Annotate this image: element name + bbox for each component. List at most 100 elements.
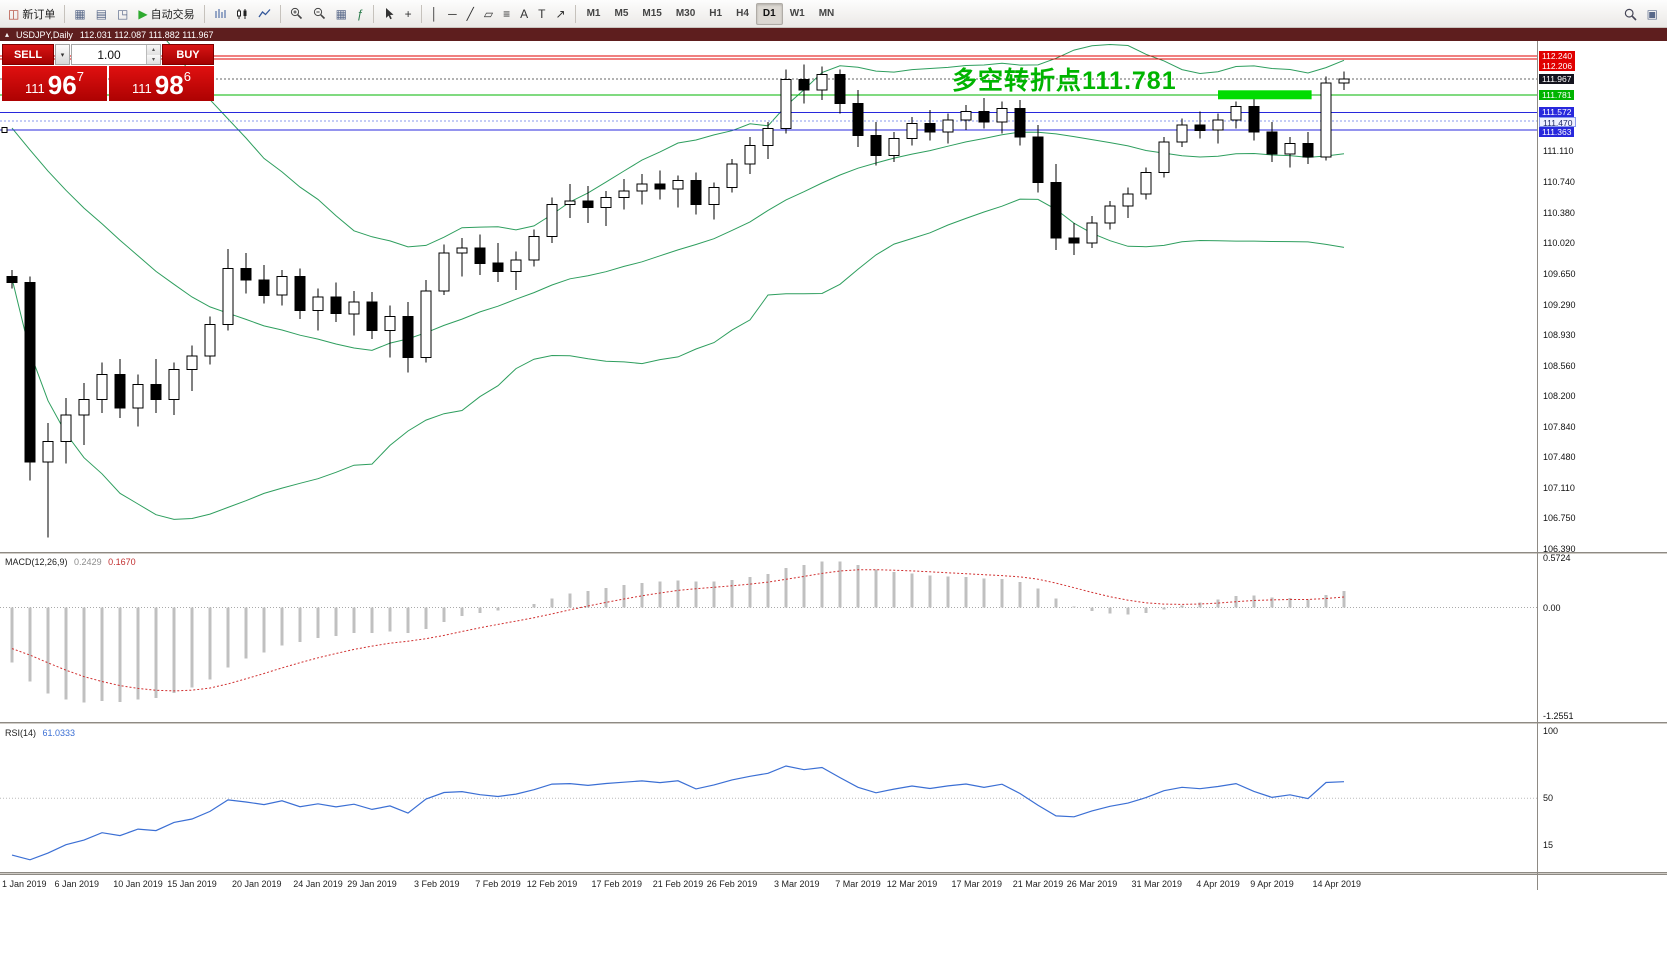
candle-down <box>834 74 846 104</box>
new-order-button[interactable]: ◫ 新订单 <box>3 2 60 26</box>
time-axis[interactable]: 1 Jan 2019 6 Jan 2019 10 Jan 2019 15 Jan 20… <box>0 874 1667 953</box>
candle-up <box>510 259 522 273</box>
candle-up <box>726 163 738 188</box>
timeframe-mn-button[interactable]: MN <box>818 8 835 19</box>
workspaces-button[interactable]: ▣ <box>1642 2 1663 26</box>
navigator-button[interactable]: ▤ <box>91 2 112 26</box>
zoom-in-icon <box>290 7 303 20</box>
charts-button[interactable]: ▦ <box>69 2 90 26</box>
date-label: 12 Mar 2019 <box>886 879 938 889</box>
panel-splitter-rsi[interactable] <box>0 722 1667 724</box>
volume-up-button[interactable]: ▴ <box>147 45 160 55</box>
date-label: 9 Apr 2019 <box>1250 879 1294 889</box>
candle-up <box>888 138 900 156</box>
indicators-button[interactable]: ƒ <box>352 2 369 26</box>
search-button[interactable] <box>1619 2 1642 26</box>
price-axis[interactable]: 112.240 112.206 111.967 111.781 111.572 111.4… <box>1538 0 1667 952</box>
candle-up <box>276 276 288 296</box>
fibonacci-button[interactable]: ≡ <box>498 2 515 26</box>
vertical-line-button[interactable]: │ <box>426 2 444 26</box>
macd-name: MACD(12,26,9) <box>5 557 68 567</box>
trendline-button[interactable]: ╱ <box>462 2 479 26</box>
rsi-indicator-panel[interactable] <box>0 724 1537 872</box>
buy-price-display[interactable]: 111 98 6 <box>109 66 214 101</box>
timeframe-m30-button[interactable]: M30 <box>675 8 696 19</box>
timeframe-m5-button[interactable]: M5 <box>614 8 629 19</box>
channel-button[interactable]: ▱ <box>479 2 498 26</box>
horizontal-line-icon: ─ <box>448 6 457 21</box>
autotrading-button[interactable]: ▶ 自动交易 <box>133 2 199 26</box>
fibonacci-icon: ≡ <box>503 6 511 21</box>
search-icon <box>1624 8 1637 21</box>
macd-indicator-panel[interactable] <box>0 554 1537 722</box>
buy-button[interactable]: BUY <box>162 44 214 65</box>
candle-down <box>258 279 270 296</box>
date-label: 29 Jan 2019 <box>347 879 397 889</box>
arrows-button[interactable]: ↗ <box>551 2 571 26</box>
timeframe-w1-button[interactable]: W1 <box>789 8 805 19</box>
channel-icon: ▱ <box>483 6 494 21</box>
candle-down <box>1248 106 1260 133</box>
arrow-icon: ↗ <box>555 6 566 21</box>
pivot-annotation-text[interactable]: 多空转折点111.781 <box>952 67 1177 95</box>
text-button[interactable]: A <box>515 2 533 26</box>
sell-button[interactable]: SELL <box>2 44 54 65</box>
sell-price-display[interactable]: 111 96 7 <box>2 66 107 101</box>
rsi-line <box>11 765 1345 861</box>
panel-splitter-bottom[interactable] <box>0 872 1667 874</box>
date-label: 21 Mar 2019 <box>1012 879 1064 889</box>
candle-down <box>870 134 882 157</box>
candle-up <box>996 107 1008 123</box>
cursor-button[interactable] <box>378 2 400 26</box>
candle-down <box>492 262 504 273</box>
toolbar-separator <box>64 4 66 23</box>
volume-dropdown-button[interactable]: ▾ <box>55 44 70 65</box>
price-scale-label: 108.930 <box>1543 329 1576 340</box>
pivot-highlight-zone[interactable] <box>1218 90 1312 100</box>
candle-down <box>1032 136 1044 183</box>
panel-splitter-macd[interactable] <box>0 552 1667 554</box>
timeframe-h4-button[interactable]: H4 <box>736 8 749 19</box>
zoom-in-button[interactable] <box>285 2 308 26</box>
timeframe-h1-button[interactable]: H1 <box>709 8 723 19</box>
crosshair-button[interactable]: + <box>400 2 417 26</box>
candle-down <box>1302 143 1314 158</box>
terminal-button[interactable]: ◳ <box>112 2 133 26</box>
horizontal-line-button[interactable]: ─ <box>443 2 462 26</box>
candle-up <box>132 384 144 409</box>
toolbar-separator <box>203 4 205 23</box>
volume-down-button[interactable]: ▾ <box>147 54 160 64</box>
toolbar-separator <box>279 4 281 23</box>
price-scale-label: 106.750 <box>1543 513 1576 524</box>
volume-stepper: ▴ ▾ <box>146 45 160 64</box>
bar-chart-button[interactable] <box>209 2 231 26</box>
date-label: 7 Mar 2019 <box>835 879 881 889</box>
candle-up <box>96 373 108 401</box>
candle-down <box>1014 107 1026 138</box>
line-chart-button[interactable] <box>253 2 276 26</box>
new-order-button-label: 新订单 <box>22 8 56 21</box>
candle-up <box>204 324 216 357</box>
selection-handle[interactable] <box>1 127 8 133</box>
price-chart-canvas[interactable] <box>0 41 1537 552</box>
macd-histogram <box>10 561 1346 703</box>
candle-up <box>1122 193 1134 207</box>
candles <box>6 64 1350 538</box>
volume-input[interactable]: 1.00 <box>97 47 121 62</box>
date-label: 21 Feb 2019 <box>652 879 704 889</box>
timeframe-m15-button[interactable]: M15 <box>642 8 662 19</box>
label-button[interactable]: T <box>533 2 550 26</box>
tile-windows-button[interactable]: ▦ <box>331 2 352 26</box>
timeframe-d1-button[interactable]: D1 <box>755 2 783 25</box>
sell-price-prefix: 111 <box>25 81 45 96</box>
candle-up <box>1104 205 1116 224</box>
candlestick-chart-button[interactable] <box>231 2 253 26</box>
crosshair-icon: + <box>404 6 412 21</box>
zoom-out-button[interactable] <box>308 2 331 26</box>
timeframe-m1-button[interactable]: M1 <box>586 8 601 19</box>
vertical-line-icon: │ <box>430 6 439 21</box>
candle-down <box>582 200 594 209</box>
workspaces-icon: ▣ <box>1646 7 1658 21</box>
rsi-scale-label: 50 <box>1543 793 1554 804</box>
price-scale-label: 107.840 <box>1543 421 1576 432</box>
